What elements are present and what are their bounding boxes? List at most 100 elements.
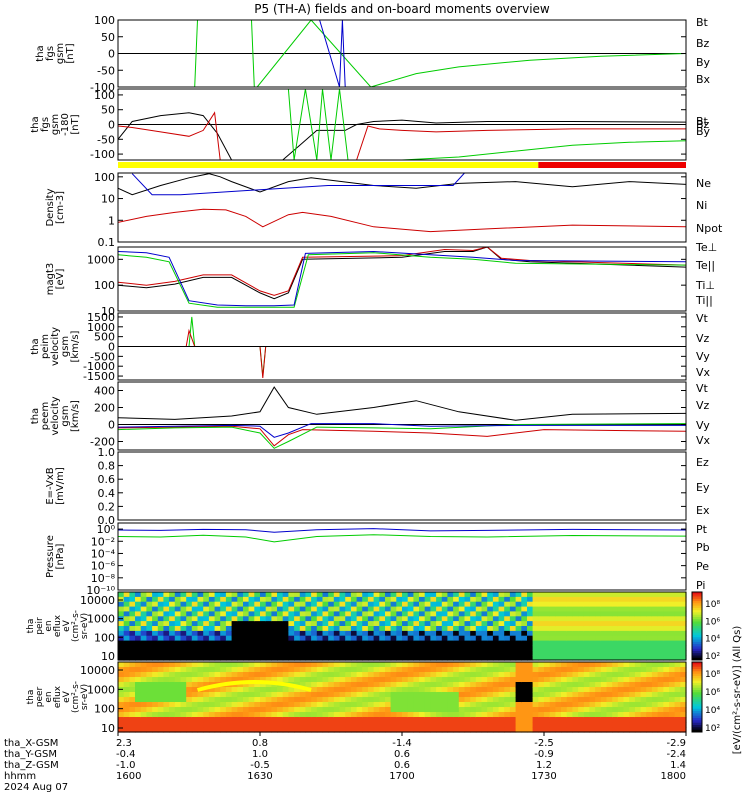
legend-Bz: Bz bbox=[696, 118, 710, 131]
series-line-peem-2 bbox=[118, 423, 686, 449]
y-axis-label: Pressure bbox=[45, 535, 56, 578]
y-tick-label: 10 bbox=[101, 722, 115, 735]
chart-title: P5 (TH-A) fields and on-board moments ov… bbox=[254, 2, 550, 16]
y-tick-label: 400 bbox=[94, 385, 115, 398]
panel-peem: 400 200 0 -200 tha peem velocity gsm [km/s] Vt Vz V… bbox=[30, 381, 711, 451]
colorbar-frame bbox=[691, 591, 703, 661]
x-row-value: 1.2 bbox=[536, 760, 552, 771]
y-axis-label: tha bbox=[30, 408, 41, 424]
series-group bbox=[118, 528, 686, 543]
spectrogram-arc bbox=[196, 680, 312, 692]
colorbar-label: [eV/(cm²-s-sr-eV)] (All Qs) bbox=[732, 626, 743, 755]
series-line-peem-1 bbox=[118, 425, 686, 447]
x-row-value: 1630 bbox=[247, 771, 272, 782]
y-axis-label: gsm bbox=[60, 405, 71, 426]
y-axis-label: magt3 bbox=[45, 263, 56, 296]
y-axis-label: (cm²-s- bbox=[71, 610, 81, 642]
y-tick-label: 500 bbox=[94, 331, 115, 344]
legend-Ey: Ey bbox=[696, 481, 710, 494]
x-row-label: tha_Y-GSM bbox=[4, 749, 57, 760]
colorbar-tick: 10⁴ bbox=[705, 635, 720, 645]
y-tick-label: 100 bbox=[94, 703, 115, 716]
y-tick-label: 1000 bbox=[87, 321, 115, 334]
mode-bar-fast bbox=[538, 162, 686, 168]
y-tick-label: -100 bbox=[90, 81, 115, 94]
y-tick-label: 1500 bbox=[87, 311, 115, 324]
series-line-fgs_close-2 bbox=[287, 89, 686, 160]
series-line-peim-1 bbox=[118, 328, 686, 379]
series-line-peem-3 bbox=[118, 423, 686, 438]
x-row-value: 1700 bbox=[389, 771, 414, 782]
y-axis-label: eV bbox=[62, 690, 72, 703]
y-axis-label: [mV/m] bbox=[55, 467, 66, 505]
y-tick-label: 0 bbox=[108, 48, 115, 61]
x-row-label: tha_Z-GSM bbox=[4, 760, 59, 771]
y-axis-label: tha bbox=[30, 338, 41, 354]
legend-Vy: Vy bbox=[696, 419, 710, 432]
y-tick-label: 10⁻⁶ bbox=[91, 560, 116, 573]
y-axis-label: gsm bbox=[50, 114, 61, 135]
y-axis-label: en bbox=[44, 620, 54, 631]
legend-Bx: Bx bbox=[696, 73, 711, 86]
legend-Ne: Ne bbox=[696, 177, 711, 190]
colorbar-tick: 10⁶ bbox=[705, 617, 720, 627]
legend-Te||: Te|| bbox=[695, 259, 715, 272]
x-row-value: 1.0 bbox=[252, 749, 268, 760]
panel-frame bbox=[117, 522, 687, 591]
legend-Bz: Bz bbox=[696, 37, 710, 50]
panel-efield: 1.00.80.60.40.20.0 E=-VxB [mV/m] Ez Ey Ex bbox=[45, 446, 710, 527]
panel-frame bbox=[117, 381, 687, 451]
x-row-value: -2.9 bbox=[666, 738, 686, 749]
y-tick-label: -500 bbox=[90, 350, 115, 363]
y-tick-label: 10000 bbox=[80, 664, 115, 677]
y-axis-label: [nPa] bbox=[55, 543, 66, 569]
x-row-value: -1.0 bbox=[116, 760, 136, 771]
legend-Te⊥: Te⊥ bbox=[695, 241, 717, 254]
y-axis-label: tha bbox=[26, 690, 36, 705]
y-tick-label: 100 bbox=[94, 279, 115, 292]
y-tick-label: 1000 bbox=[87, 613, 115, 626]
legend-Pt: Pt bbox=[696, 523, 708, 536]
y-tick-label: 100 bbox=[94, 631, 115, 644]
series-group bbox=[118, 173, 686, 233]
colorbar-tick: 10² bbox=[705, 652, 720, 662]
y-tick-label: 100 bbox=[94, 14, 115, 27]
legend-Pb: Pb bbox=[696, 541, 710, 554]
y-tick-label: 0 bbox=[108, 419, 115, 432]
colorbar-frame bbox=[691, 661, 703, 733]
y-tick-label: 10 bbox=[101, 193, 115, 206]
series-line-fgs_close-1 bbox=[118, 111, 686, 160]
x-row-value: 1800 bbox=[661, 771, 686, 782]
y-tick-label: 100 bbox=[94, 171, 115, 184]
x-row-value: 0.6 bbox=[394, 749, 410, 760]
series-line-pressure-0 bbox=[118, 528, 686, 533]
y-tick-label: 0 bbox=[108, 119, 115, 132]
series-group bbox=[118, 20, 686, 87]
y-axis-label: sr-eV) bbox=[80, 613, 90, 639]
series-line-density-0 bbox=[118, 173, 686, 196]
series-line-temp-3 bbox=[118, 250, 686, 307]
y-tick-label: 100 bbox=[94, 89, 115, 102]
legend-Bt: Bt bbox=[696, 115, 709, 128]
y-axis-label: E=-VxB bbox=[45, 467, 56, 504]
series-line-density-2 bbox=[131, 173, 465, 196]
x-row-value: 2.3 bbox=[116, 738, 132, 749]
legend-Pi: Pi bbox=[696, 579, 705, 592]
legend-Vt: Vt bbox=[696, 382, 709, 395]
y-tick-label: 1.0 bbox=[98, 446, 116, 459]
legend-Pe: Pe bbox=[696, 560, 709, 573]
legend-Vt: Vt bbox=[696, 312, 709, 325]
y-tick-label: 0.6 bbox=[98, 473, 116, 486]
x-row-value: 1730 bbox=[531, 771, 556, 782]
x-row-value: 0.6 bbox=[394, 760, 410, 771]
x-row-value: -1.4 bbox=[392, 738, 412, 749]
y-axis-label: eflux bbox=[53, 614, 63, 637]
y-axis-label: peim bbox=[40, 334, 51, 359]
y-tick-label: -1500 bbox=[83, 370, 115, 383]
series-line-temp-1 bbox=[118, 247, 686, 296]
x-row-value: 0.8 bbox=[252, 738, 268, 749]
y-axis-label: peem bbox=[40, 402, 51, 430]
